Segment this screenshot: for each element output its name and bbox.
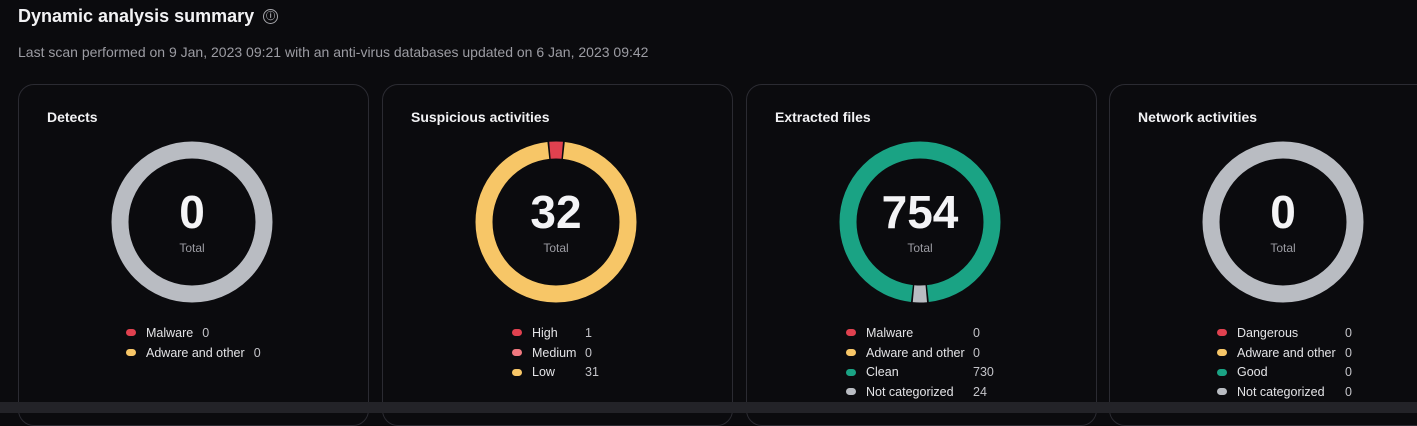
- extracted-files-donut-chart: 754 Total: [837, 139, 1003, 305]
- legend-label: Dangerous: [1237, 325, 1299, 340]
- legend-dot: [1217, 388, 1227, 396]
- suspicious-activities-donut-chart: 32 Total: [473, 139, 639, 305]
- legend-label: Not categorized: [1237, 384, 1325, 399]
- donut-svg: [475, 141, 637, 303]
- legend-label: High: [532, 325, 558, 340]
- legend-item-malware: Malware 0: [846, 323, 994, 343]
- legend-dot: [846, 349, 856, 357]
- card-title: Suspicious activities: [411, 109, 550, 125]
- legend-label: Low: [532, 365, 555, 380]
- legend-label: Adware and other: [146, 345, 245, 360]
- legend-dot: [512, 349, 522, 357]
- total-value: 754: [881, 186, 959, 238]
- legend-label: Medium: [532, 345, 577, 360]
- network-activities-card: Network activities 0 Total Dangerous 0 A…: [1109, 84, 1417, 426]
- legend-item-malware: Malware 0: [126, 323, 261, 343]
- legend-dot: [126, 349, 136, 357]
- legend-dot: [512, 368, 522, 376]
- legend-label: Clean: [866, 365, 899, 380]
- legend-count: 0: [973, 345, 980, 360]
- donut-empty-ring: [1202, 141, 1364, 303]
- legend: Malware 0 Adware and other 0: [126, 323, 261, 362]
- legend: Malware 0 Adware and other 0 Clean 730 N…: [846, 323, 994, 402]
- legend-item-adware: Adware and other 0: [846, 343, 994, 363]
- legend-label: Adware and other: [1237, 345, 1336, 360]
- legend-item-dangerous: Dangerous 0: [1217, 323, 1352, 343]
- legend-item-not-categorized: Not categorized 24: [846, 382, 994, 402]
- legend-dot: [1217, 329, 1227, 337]
- legend: High 1 Medium 0 Low 31: [512, 323, 599, 382]
- card-title: Detects: [47, 109, 98, 125]
- legend-item-not-categorized: Not categorized 0: [1217, 382, 1352, 402]
- total-label: Total: [907, 241, 933, 255]
- card-title: Network activities: [1138, 109, 1258, 125]
- donut-segment: [839, 141, 1001, 303]
- legend-dot: [512, 329, 522, 337]
- legend-count: 31: [585, 365, 599, 380]
- total-value: 32: [530, 186, 582, 238]
- legend-count: 0: [973, 325, 980, 340]
- total-label: Total: [1270, 241, 1296, 255]
- legend-count: 0: [202, 325, 210, 340]
- legend-item-low: Low 31: [512, 362, 599, 382]
- legend-count: 0: [1345, 325, 1352, 340]
- network-activities-donut-chart: 0 Total: [1200, 139, 1366, 305]
- legend-dot: [126, 329, 136, 337]
- legend-dot: [1217, 349, 1227, 357]
- legend-label: Malware: [146, 325, 194, 340]
- suspicious-activities-card: Suspicious activities 32 Total High 1 Me…: [382, 84, 733, 426]
- info-icon[interactable]: ⓘ: [263, 9, 279, 24]
- total-value: 0: [1270, 186, 1296, 238]
- legend-count: 0: [253, 345, 261, 360]
- total-label: Total: [179, 241, 205, 255]
- detects-donut-chart: 0 Total: [109, 139, 275, 305]
- donut-segment: [475, 141, 637, 303]
- extracted-files-card: Extracted files 754 Total Malware 0 Adwa…: [746, 84, 1097, 426]
- legend-dot: [1217, 368, 1227, 376]
- legend-count: 0: [1345, 365, 1352, 380]
- detects-card: Detects 0 Total Malware 0 Adware and oth…: [18, 84, 369, 426]
- legend-label: Not categorized: [866, 384, 954, 399]
- donut-segment: [475, 141, 637, 303]
- total-label: Total: [543, 241, 569, 255]
- legend-count: 1: [585, 325, 592, 340]
- page-title: Dynamic analysis summary ⓘ: [18, 6, 279, 27]
- legend-item-high: High 1: [512, 323, 599, 343]
- donut-empty-ring: [111, 141, 273, 303]
- donut-svg: [111, 141, 273, 303]
- legend-item-medium: Medium 0: [512, 343, 599, 363]
- page-title-text: Dynamic analysis summary: [18, 6, 255, 26]
- legend-label: Malware: [866, 325, 914, 340]
- legend-count: 730: [973, 365, 994, 380]
- legend-dot: [846, 388, 856, 396]
- scan-info-text: Last scan performed on 9 Jan, 2023 09:21…: [18, 44, 649, 60]
- legend-label: Good: [1237, 365, 1268, 380]
- horizontal-scrollbar[interactable]: [0, 402, 1417, 413]
- card-title: Extracted files: [775, 109, 871, 125]
- legend-label: Adware and other: [866, 345, 965, 360]
- legend-item-good: Good 0: [1217, 362, 1352, 382]
- legend-item-clean: Clean 730: [846, 362, 994, 382]
- donut-svg: [839, 141, 1001, 303]
- legend-item-adware: Adware and other 0: [1217, 343, 1352, 363]
- total-value: 0: [179, 186, 205, 238]
- legend: Dangerous 0 Adware and other 0 Good 0 No…: [1217, 323, 1352, 402]
- legend-count: 0: [1345, 384, 1352, 399]
- legend-dot: [846, 368, 856, 376]
- donut-svg: [1202, 141, 1364, 303]
- legend-count: 0: [585, 345, 592, 360]
- legend-count: 0: [1345, 345, 1352, 360]
- legend-dot: [846, 329, 856, 337]
- legend-count: 24: [973, 384, 987, 399]
- legend-item-adware: Adware and other 0: [126, 343, 261, 363]
- donut-segment: [839, 141, 1001, 303]
